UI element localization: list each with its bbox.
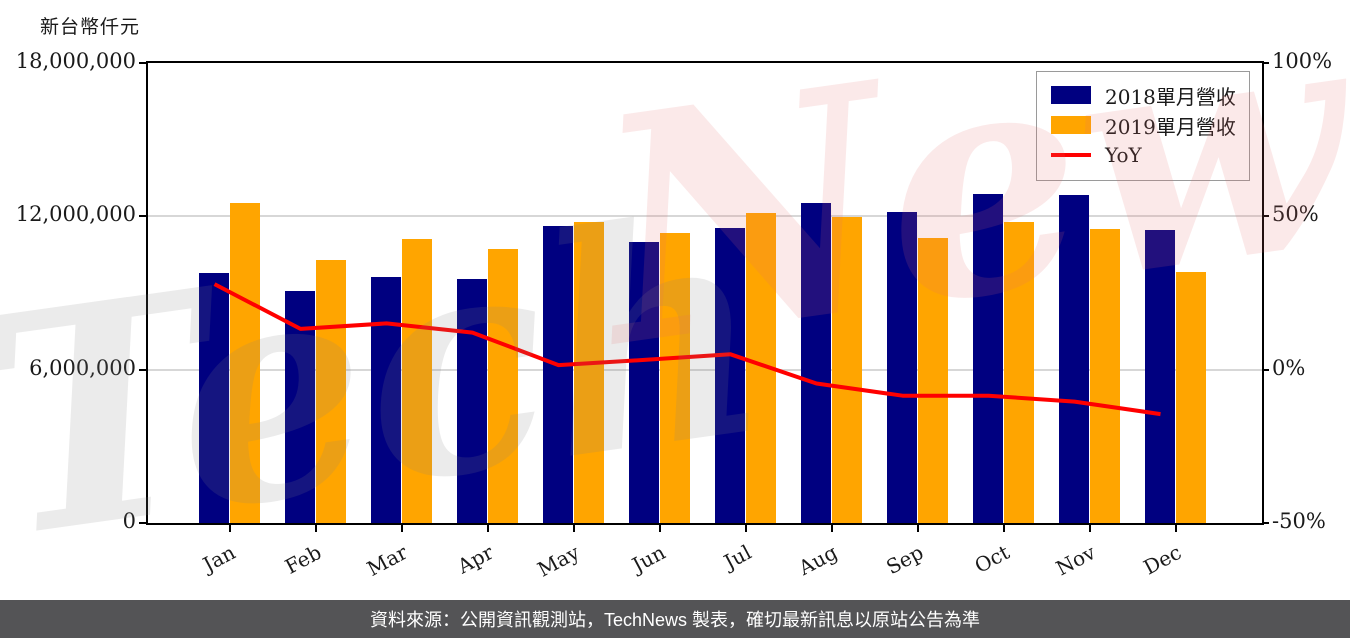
bar-2019-may: [574, 221, 604, 523]
right-axis-tick-label: 100%: [1272, 49, 1333, 73]
right-axis-tick-label: 50%: [1272, 202, 1319, 227]
y-axis-tick-label: 12,000,000: [15, 202, 136, 227]
x-axis-tick-mark: [486, 525, 489, 532]
x-axis-tick-mark: [1002, 525, 1005, 532]
bar-2018-sep: [887, 212, 917, 523]
x-axis-month-label: Jun: [627, 540, 669, 578]
y-axis-tick-mark: [139, 62, 146, 64]
y-axis-tick-mark: [139, 215, 146, 218]
x-axis-tick-mark: [400, 525, 403, 532]
legend: 2018單月營收 2019單月營收 YoY: [1036, 71, 1250, 181]
x-axis-tick-mark: [830, 525, 833, 532]
bar-2018-feb: [285, 290, 315, 523]
x-axis-month-label: Jul: [719, 540, 755, 575]
bar-2019-aug: [832, 217, 862, 523]
x-axis-month-label: Dec: [1138, 540, 1185, 580]
bar-2019-jan: [230, 202, 260, 523]
bar-2019-mar: [402, 239, 432, 523]
x-axis-month-label: Nov: [1051, 540, 1099, 581]
right-axis-tick-mark: [1262, 368, 1269, 371]
legend-label-yoy: YoY: [1105, 143, 1142, 167]
x-axis-tick-mark: [572, 525, 575, 532]
x-axis-month-label: May: [532, 540, 583, 582]
bar-2018-apr: [457, 278, 487, 523]
bar-2018-oct: [973, 194, 1003, 523]
x-axis-month-label: Oct: [970, 540, 1013, 578]
legend-row-yoy: YoY: [1037, 140, 1249, 170]
bar-2019-sep: [918, 238, 948, 523]
bar-2019-jun: [660, 232, 690, 523]
x-axis-month-label: Mar: [362, 540, 411, 581]
footer-bar: 資料來源：公開資訊觀測站，TechNews 製表，確切最新訊息以原站公告為準: [0, 600, 1350, 638]
bar-2019-nov: [1090, 229, 1120, 523]
legend-swatch-2019: [1051, 116, 1091, 134]
x-axis-tick-mark: [228, 525, 231, 532]
bar-2018-jun: [629, 241, 659, 523]
right-axis-tick-label: 0%: [1272, 355, 1306, 380]
legend-row-2019: 2019單月營收: [1037, 110, 1249, 140]
x-axis-tick-mark: [1174, 525, 1177, 532]
x-axis-month-label: Feb: [280, 540, 325, 579]
bar-2019-dec: [1176, 272, 1206, 523]
y-axis-tick-label: 0: [122, 509, 136, 533]
bar-2019-apr: [488, 249, 518, 523]
plot-area: 2018單月營收 2019單月營收 YoY: [146, 61, 1264, 525]
legend-label-2018: 2018單月營收: [1105, 84, 1236, 109]
x-axis-tick-mark: [314, 525, 317, 532]
y-axis-tick-mark: [139, 522, 146, 524]
x-axis-month-label: Aug: [794, 540, 841, 581]
bar-2019-feb: [316, 260, 346, 523]
right-axis-tick-mark: [1262, 215, 1269, 218]
x-axis-month-label: Sep: [881, 540, 927, 580]
legend-label-2019: 2019單月營收: [1105, 114, 1236, 139]
bar-2018-jul: [715, 228, 745, 523]
footer-source-text: 資料來源：公開資訊觀測站，TechNews 製表，確切最新訊息以原站公告為準: [369, 610, 981, 630]
x-axis-month-label: Apr: [452, 540, 497, 579]
y-axis-tick-label: 18,000,000: [15, 49, 136, 73]
right-axis-tick-label: -50%: [1272, 509, 1326, 533]
bar-2019-oct: [1004, 222, 1034, 523]
bar-2018-nov: [1059, 194, 1089, 523]
bar-2018-may: [543, 226, 573, 523]
bar-2018-mar: [371, 276, 401, 523]
x-axis-tick-mark: [658, 525, 661, 532]
y-axis-unit-label: 新台幣仟元: [40, 16, 141, 38]
right-axis-tick-mark: [1262, 522, 1269, 524]
bar-2018-jan: [199, 272, 229, 523]
right-axis-tick-mark: [1262, 62, 1269, 64]
x-axis-month-label: Jan: [198, 540, 239, 577]
legend-row-2018: 2018單月營收: [1037, 80, 1249, 110]
bar-2018-aug: [801, 202, 831, 523]
x-axis-tick-mark: [744, 525, 747, 532]
x-axis-tick-mark: [916, 525, 919, 532]
legend-line-yoy: [1051, 153, 1091, 157]
legend-swatch-2018: [1051, 86, 1091, 104]
bar-2019-jul: [746, 213, 776, 523]
y-axis-tick-mark: [139, 368, 146, 371]
bar-2018-dec: [1145, 229, 1175, 523]
x-axis-tick-mark: [1088, 525, 1091, 532]
gridline: [148, 215, 1262, 218]
y-axis-tick-label: 6,000,000: [29, 355, 136, 380]
